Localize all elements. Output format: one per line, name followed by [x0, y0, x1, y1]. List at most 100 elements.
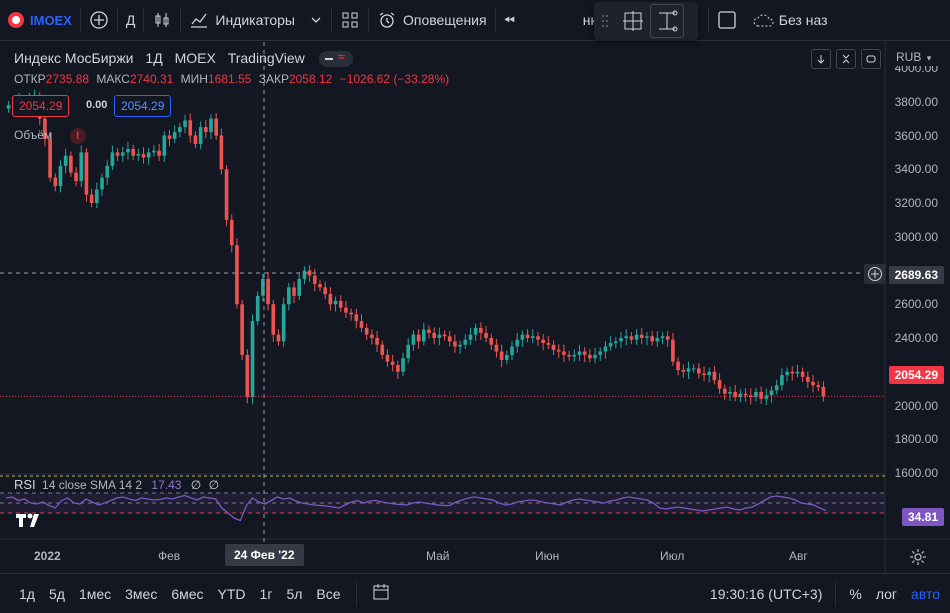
- crosshair-price-tag: 2689.63: [888, 266, 944, 284]
- candle-body: [442, 334, 447, 337]
- candle-body: [613, 341, 618, 344]
- low-key: МИН: [180, 72, 208, 86]
- legend-toggle-button[interactable]: ≈: [318, 49, 353, 68]
- candle-body: [48, 138, 52, 178]
- buy-button[interactable]: 2054.29: [114, 95, 172, 117]
- candle-body: [728, 392, 732, 394]
- measure-tool-button[interactable]: [650, 4, 684, 38]
- candle-body: [655, 338, 660, 342]
- candle-body: [250, 321, 255, 398]
- symbol-name: IMOEX: [30, 12, 72, 28]
- move-down-button[interactable]: [811, 49, 831, 69]
- candle-body: [271, 304, 276, 335]
- legend-title[interactable]: Индекс МосБиржи: [14, 50, 134, 66]
- range-button-3мес[interactable]: 3мес: [125, 585, 158, 602]
- candle-body: [769, 390, 774, 396]
- candle-body: [525, 334, 530, 338]
- range-button-5д[interactable]: 5д: [48, 585, 65, 602]
- wave-icon: ≈: [337, 49, 345, 65]
- range-button-1мес[interactable]: 1мес: [78, 585, 112, 602]
- candle-body: [738, 393, 743, 398]
- cloud-icon: [753, 14, 774, 27]
- price-tick: 3400.00: [894, 162, 938, 177]
- candle-body: [629, 336, 634, 340]
- log-scale-button[interactable]: лог: [869, 586, 904, 602]
- chevron-down-icon: [311, 17, 321, 23]
- candle-body: [645, 336, 649, 338]
- timezone-button[interactable]: 19:30:16 (UTC+3): [703, 586, 829, 602]
- time-tick: Авг: [789, 549, 808, 563]
- maximize-button[interactable]: [861, 49, 881, 69]
- candle-body: [318, 284, 322, 288]
- candle-body: [58, 165, 63, 187]
- divider: [330, 8, 332, 32]
- candle-body: [432, 332, 436, 338]
- alerts-button[interactable]: Оповещения: [369, 0, 495, 40]
- range-button-1г[interactable]: 1г: [259, 585, 273, 602]
- maximize-icon: [866, 55, 876, 63]
- candle-body: [453, 341, 457, 347]
- candle-body: [780, 375, 784, 386]
- range-button-1д[interactable]: 1д: [19, 585, 35, 602]
- candle-body: [572, 354, 577, 357]
- range-button-5л[interactable]: 5л: [286, 585, 303, 602]
- layouts-button[interactable]: [332, 0, 368, 40]
- interval-button[interactable]: Д: [118, 0, 143, 40]
- candle-body: [53, 177, 58, 187]
- indicators-label: Индикаторы: [215, 12, 295, 28]
- range-button-6мес[interactable]: 6мес: [171, 585, 204, 602]
- divider: [180, 8, 182, 32]
- calendar-icon: [373, 584, 389, 600]
- candle-body: [437, 334, 442, 338]
- measure-icon: [659, 10, 678, 32]
- rsi-legend[interactable]: RSI 14 close SMA 14 2 17.43 ∅ ∅: [14, 477, 219, 492]
- date-range-button[interactable]: [365, 583, 397, 604]
- candle-body: [691, 368, 696, 370]
- candle-body: [162, 135, 167, 156]
- time-tick: Май: [426, 549, 450, 563]
- candle-body: [806, 376, 810, 382]
- candle-body: [141, 154, 146, 158]
- candle-body: [774, 385, 779, 391]
- candle-body: [551, 344, 556, 350]
- volume-label: Объём: [14, 128, 53, 142]
- chart-settings-button[interactable]: [909, 548, 927, 571]
- candle-body: [229, 219, 234, 246]
- sell-button[interactable]: 2054.29: [12, 95, 70, 117]
- divider: [116, 8, 118, 32]
- tradingview-logo-icon[interactable]: [16, 512, 44, 530]
- compare-button[interactable]: [81, 0, 117, 40]
- spread-value: 0.00: [86, 99, 108, 111]
- add-alert-button[interactable]: [864, 264, 886, 284]
- volume-legend[interactable]: Объём !: [14, 128, 86, 144]
- price-tick: 3800.00: [894, 94, 938, 109]
- fullscreen-button[interactable]: [709, 0, 745, 40]
- candle-body: [203, 127, 208, 133]
- time-tick: Июл: [660, 549, 685, 563]
- chart-type-button[interactable]: [144, 0, 180, 40]
- price-chart[interactable]: [0, 42, 950, 573]
- low-value: 1681.55: [207, 72, 252, 86]
- auto-scale-button[interactable]: авто: [904, 586, 950, 602]
- candle-body: [146, 152, 151, 158]
- crosshair-tool-button[interactable]: [616, 4, 650, 38]
- range-button-YTD[interactable]: YTD: [217, 585, 246, 602]
- candle-body: [198, 127, 203, 144]
- candle-body: [390, 361, 395, 365]
- save-layout-button[interactable]: Без наз: [745, 0, 836, 40]
- candle-body: [671, 339, 675, 362]
- legend-source: TradingView: [227, 50, 305, 66]
- currency-selector[interactable]: RUB ▾: [896, 50, 931, 64]
- drag-handle[interactable]: [594, 4, 616, 38]
- symbol-search[interactable]: IMOEX: [0, 0, 80, 40]
- range-button-Все[interactable]: Все: [316, 585, 341, 602]
- percent-scale-button[interactable]: %: [842, 586, 868, 602]
- candle-body: [707, 371, 712, 376]
- save-layout-label: Без наз: [778, 12, 828, 28]
- candle-body: [380, 344, 385, 355]
- collapse-icon: [842, 54, 850, 64]
- indicators-button[interactable]: Индикаторы: [181, 0, 331, 40]
- crosshair-box-icon: [623, 11, 643, 31]
- candle-body: [458, 344, 462, 347]
- collapse-button[interactable]: [836, 49, 856, 69]
